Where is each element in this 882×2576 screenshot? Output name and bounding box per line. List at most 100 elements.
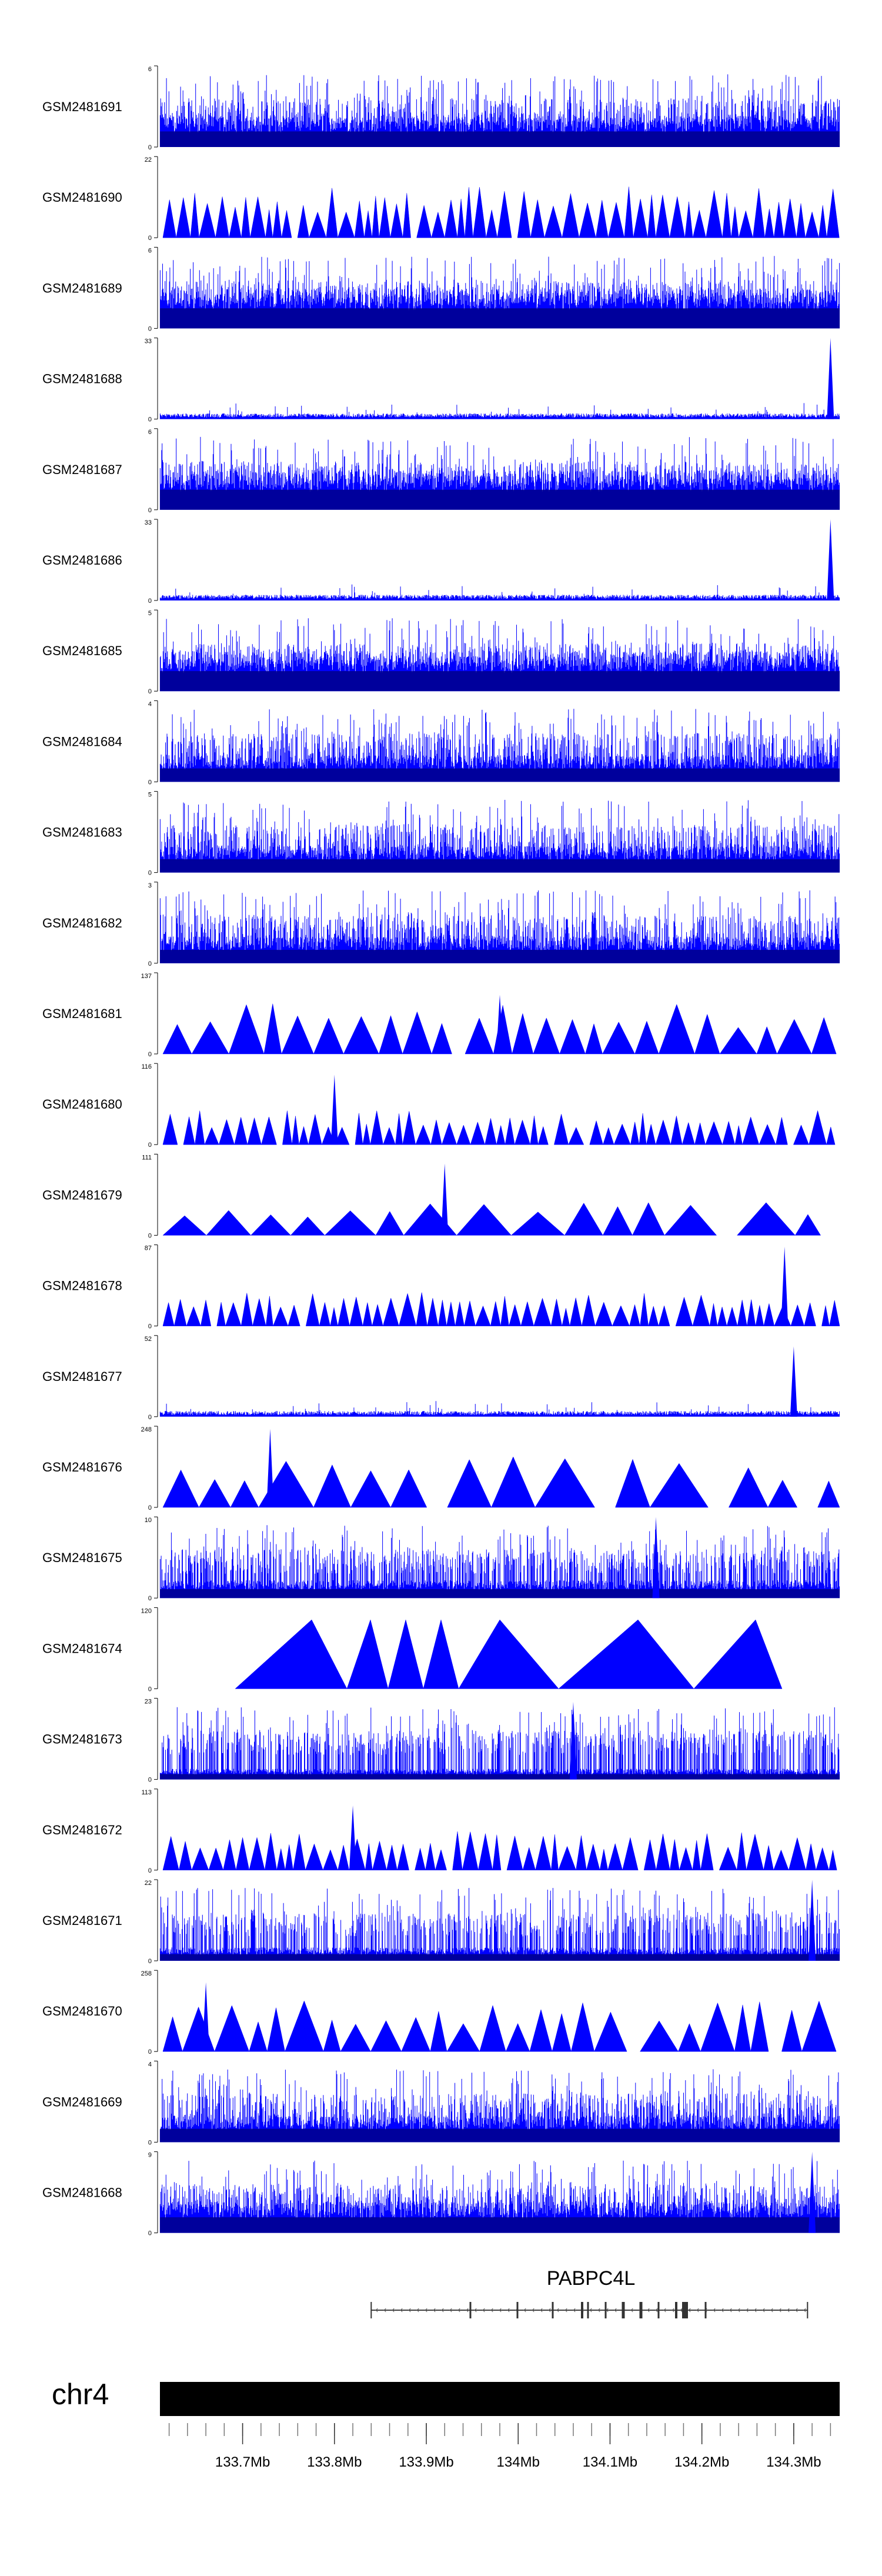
strand-arrow bbox=[375, 2308, 378, 2313]
track-GSM2481677: GSM2481677 52 0 bbox=[42, 1335, 840, 1421]
coverage-bars bbox=[159, 1525, 840, 1599]
strand-arrow bbox=[573, 2308, 576, 2313]
coverage-peak bbox=[808, 1880, 816, 1961]
strand-arrow bbox=[688, 2308, 691, 2313]
strand-arrow bbox=[556, 2308, 559, 2313]
exon bbox=[657, 2302, 660, 2318]
ytick-min: 0 bbox=[148, 779, 152, 786]
strand-arrow bbox=[696, 2308, 699, 2313]
ytick-max: 6 bbox=[148, 429, 152, 436]
coverage-peak bbox=[441, 1163, 449, 1236]
coverage-dense-band bbox=[160, 2128, 840, 2143]
ytick-min: 0 bbox=[148, 1958, 152, 1965]
track-label: GSM2481669 bbox=[42, 2094, 122, 2109]
coverage-peak bbox=[569, 1701, 577, 1780]
exon bbox=[587, 2302, 589, 2318]
strand-arrow bbox=[499, 2308, 502, 2313]
ytick-min: 0 bbox=[148, 507, 152, 514]
coverage-peak bbox=[827, 338, 834, 419]
strand-arrow bbox=[523, 2308, 526, 2313]
track-label: GSM2481689 bbox=[42, 281, 122, 295]
coverage-dense-band bbox=[160, 308, 840, 329]
strand-arrow bbox=[548, 2308, 551, 2313]
ytick-min: 0 bbox=[148, 1777, 152, 1784]
ytick-max: 3 bbox=[148, 882, 152, 889]
strand-arrow bbox=[474, 2308, 477, 2313]
ytick-min: 0 bbox=[148, 325, 152, 332]
coverage-dense-band bbox=[160, 1774, 840, 1780]
ytick-max: 23 bbox=[145, 1699, 152, 1706]
track-GSM2481683: GSM2481683 5 0 bbox=[42, 791, 840, 877]
track-GSM2481668: GSM2481668 9 0 bbox=[42, 2151, 840, 2237]
track-GSM2481689: GSM2481689 6 0 bbox=[42, 246, 840, 332]
ytick-max: 120 bbox=[141, 1607, 152, 1614]
track-label: GSM2481680 bbox=[42, 1097, 122, 1112]
exon bbox=[604, 2302, 607, 2318]
coverage-area bbox=[162, 1831, 837, 1871]
strand-arrow bbox=[630, 2308, 633, 2313]
track-GSM2481690: GSM2481690 22 0 bbox=[42, 156, 840, 242]
exon bbox=[704, 2302, 707, 2318]
strand-arrow bbox=[754, 2308, 757, 2313]
strand-arrow bbox=[721, 2308, 724, 2313]
track-GSM2481672: GSM2481672 113 0 bbox=[42, 1788, 837, 1874]
track-GSM2481671: GSM2481671 22 0 bbox=[42, 1879, 840, 1965]
strand-arrow bbox=[466, 2308, 469, 2313]
coverage-peak bbox=[349, 1805, 357, 1870]
coverage-peak bbox=[827, 519, 834, 600]
track-label: GSM2481679 bbox=[42, 1187, 122, 1202]
ytick-min: 0 bbox=[148, 960, 152, 967]
coverage-dense-band bbox=[160, 950, 840, 963]
coverage-area bbox=[162, 1110, 836, 1145]
strand-arrow bbox=[457, 2308, 460, 2313]
strand-arrow bbox=[746, 2308, 749, 2313]
ytick-min: 0 bbox=[148, 2230, 152, 2237]
track-GSM2481691: GSM2481691 6 0 bbox=[42, 65, 840, 151]
strand-arrow bbox=[433, 2308, 436, 2313]
coverage-dense-band bbox=[160, 768, 840, 782]
coverage-tracks: GSM248169160GSM2481690220GSM248168960GSM… bbox=[42, 65, 840, 2237]
coverage-bars bbox=[159, 1888, 840, 1961]
coverage-area bbox=[162, 1456, 840, 1508]
ytick-max: 87 bbox=[145, 1245, 152, 1252]
coverage-dense-band bbox=[160, 1589, 840, 1599]
strand-arrow bbox=[441, 2308, 444, 2313]
ytick-max: 6 bbox=[148, 247, 152, 254]
strand-arrow bbox=[762, 2308, 765, 2313]
strand-arrow bbox=[737, 2308, 740, 2313]
coverage-area bbox=[162, 1292, 840, 1326]
exon bbox=[807, 2302, 808, 2318]
x-tick-label: 134.3Mb bbox=[766, 2454, 821, 2470]
track-label: GSM2481678 bbox=[42, 1279, 122, 1293]
strand-arrow bbox=[779, 2308, 781, 2313]
track-GSM2481686: GSM2481686 33 0 bbox=[42, 519, 840, 605]
track-label: GSM2481672 bbox=[42, 1823, 122, 1837]
track-GSM2481680: GSM2481680 116 0 bbox=[42, 1063, 836, 1149]
coverage-dense-band bbox=[160, 1954, 840, 1961]
track-GSM2481682: GSM2481682 3 0 bbox=[42, 882, 840, 967]
strand-arrow bbox=[663, 2308, 666, 2313]
ytick-max: 52 bbox=[145, 1336, 152, 1343]
ytick-min: 0 bbox=[148, 1323, 152, 1330]
strand-arrow bbox=[589, 2308, 592, 2313]
ytick-min: 0 bbox=[148, 1051, 152, 1058]
track-GSM2481676: GSM2481676 248 0 bbox=[42, 1426, 840, 1511]
track-GSM2481687: GSM2481687 6 0 bbox=[42, 428, 840, 514]
track-GSM2481678: GSM2481678 87 0 bbox=[42, 1244, 840, 1330]
track-label: GSM2481668 bbox=[42, 2185, 122, 2200]
track-GSM2481674: GSM2481674 120 0 bbox=[42, 1607, 783, 1693]
ytick-min: 0 bbox=[148, 1414, 152, 1421]
track-GSM2481675: GSM2481675 10 0 bbox=[42, 1516, 840, 1602]
ytick-max: 5 bbox=[148, 792, 152, 799]
x-tick-label: 134.1Mb bbox=[583, 2454, 637, 2470]
strand-arrow bbox=[647, 2308, 650, 2313]
strand-arrow bbox=[671, 2308, 674, 2313]
ytick-max: 4 bbox=[148, 2061, 152, 2068]
strand-arrow bbox=[482, 2308, 485, 2313]
track-GSM2481669: GSM2481669 4 0 bbox=[42, 2060, 840, 2146]
ytick-max: 10 bbox=[145, 1517, 152, 1524]
strand-arrow bbox=[507, 2308, 510, 2313]
strand-arrow bbox=[400, 2308, 403, 2313]
track-label: GSM2481688 bbox=[42, 372, 122, 386]
